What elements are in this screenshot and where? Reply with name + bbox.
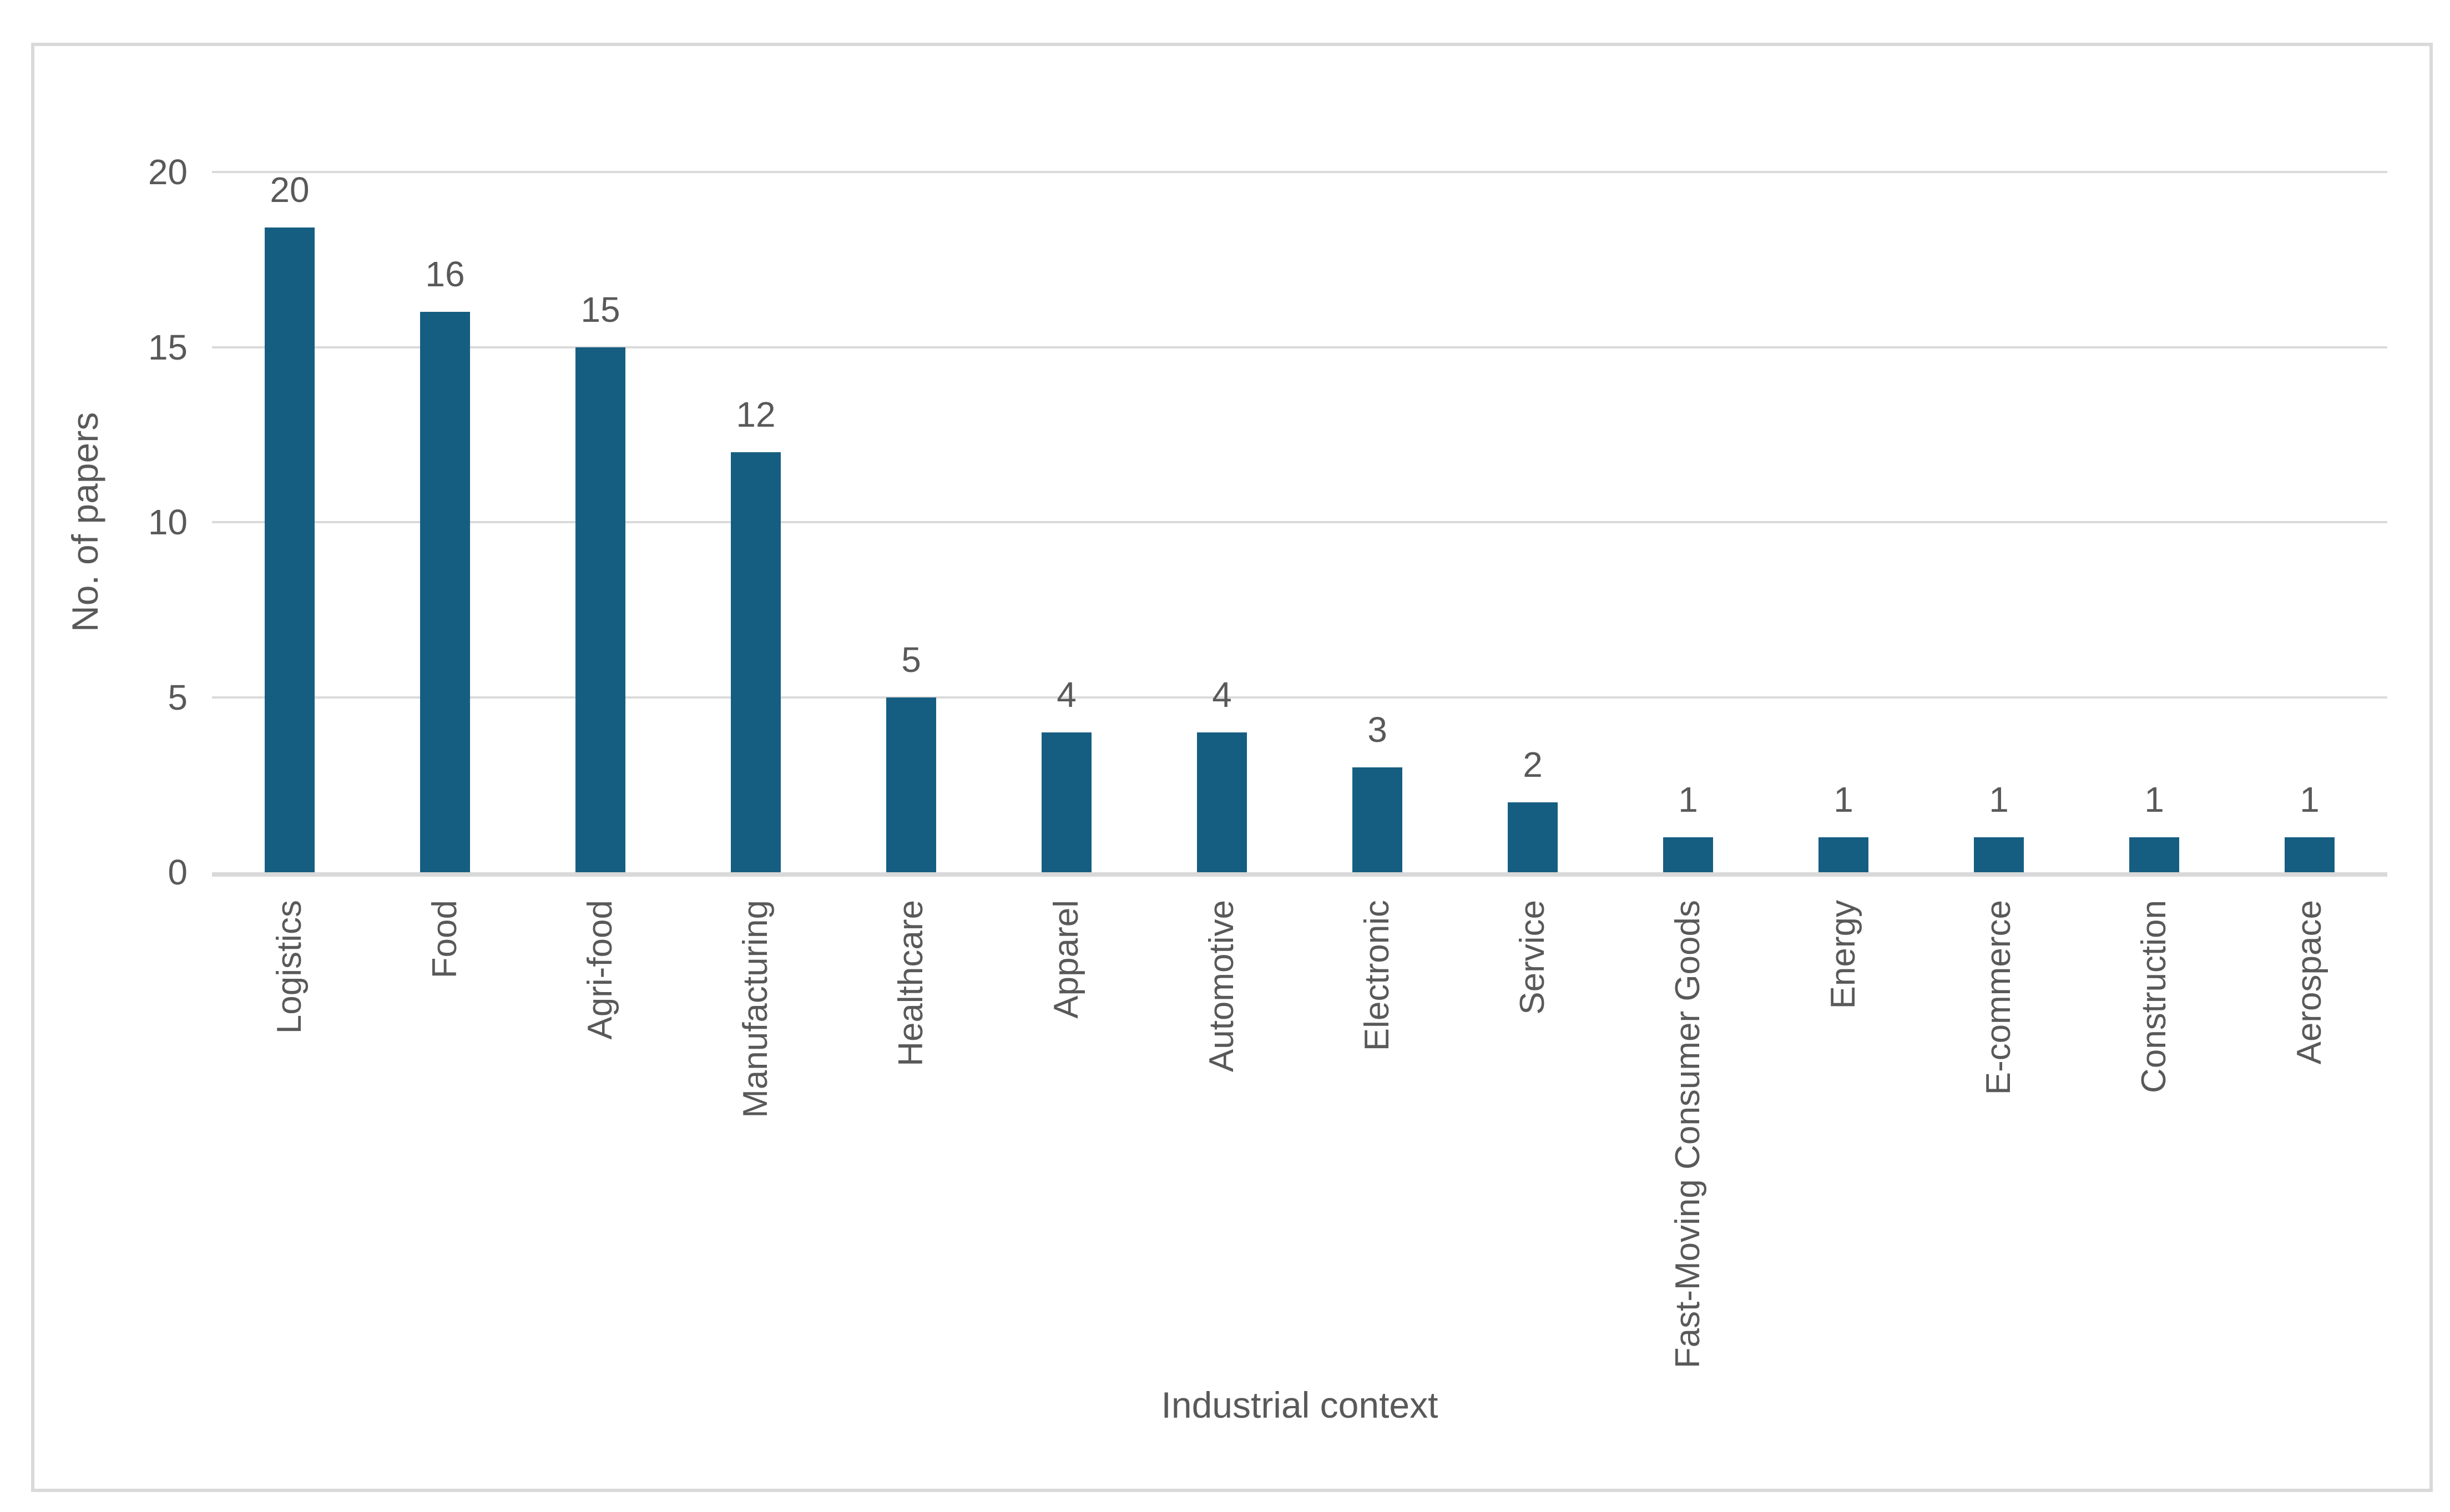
gridlines xyxy=(212,171,2387,872)
bar-group: 1 Energy xyxy=(1766,172,1921,1368)
bar-group: 5 Healthcare xyxy=(833,172,989,1368)
bar-area: 1 xyxy=(2129,172,2179,872)
y-tick-label: 5 xyxy=(168,677,188,717)
bar xyxy=(1042,732,1092,872)
bar xyxy=(1197,732,1247,872)
bar-area: 1 xyxy=(1818,172,1868,872)
bar-group: 1 Construction xyxy=(2077,172,2232,1368)
bar-value-label: 1 xyxy=(1833,779,1853,820)
category-label: Electronic xyxy=(1358,900,1396,1051)
gridline xyxy=(212,696,2387,699)
y-tick-label: 20 xyxy=(148,152,188,192)
bar-value-label: 12 xyxy=(736,394,776,434)
bar-value-label: 15 xyxy=(580,289,620,330)
bar-group: 12 Manufacturing xyxy=(678,172,833,1368)
bar-area: 12 xyxy=(731,172,781,872)
chart-border xyxy=(31,43,2433,1492)
x-axis-title: Industrial context xyxy=(1161,1384,1438,1425)
bar xyxy=(731,452,781,872)
category-label: Manufacturing xyxy=(736,900,775,1118)
category-label: Energy xyxy=(1824,900,1862,1009)
bar-group: 20 Logistics xyxy=(212,172,367,1368)
bar-value-label: 1 xyxy=(2144,779,2164,820)
bar-area: 16 xyxy=(420,172,470,872)
y-axis-tick-labels: 0 5 10 15 20 xyxy=(50,154,188,890)
gridline xyxy=(212,171,2387,173)
bar xyxy=(420,312,470,872)
category-label: E-commerce xyxy=(1979,900,2018,1095)
bar-area: 1 xyxy=(1974,172,2024,872)
bar-area: 1 xyxy=(1663,172,1713,872)
bar-value-label: 20 xyxy=(270,170,310,210)
category-label: Service xyxy=(1513,900,1552,1015)
bar-value-label: 5 xyxy=(901,639,921,680)
bar-group: 4 Apparel xyxy=(989,172,1144,1368)
bar-area: 1 xyxy=(2285,172,2335,872)
bar-area: 4 xyxy=(1042,172,1092,872)
plot-area: 20 Logistics 16 Food 15 Agri-food 12 Manufactur… xyxy=(212,171,2387,1368)
bar-group: 16 Food xyxy=(367,172,523,1368)
bar-value-label: 1 xyxy=(1989,779,2009,820)
bar-value-label: 16 xyxy=(425,254,465,295)
bars-container: 20 Logistics 16 Food 15 Agri-food 12 Manufactur… xyxy=(212,172,2387,1368)
category-label: Fast-Moving Consumer Goods xyxy=(1669,900,1707,1369)
bar xyxy=(2285,837,2335,872)
gridline xyxy=(212,346,2387,348)
bar-value-label: 2 xyxy=(1523,744,1543,785)
category-label: Automotive xyxy=(1203,900,1241,1073)
category-label: Construction xyxy=(2135,900,2173,1094)
bar xyxy=(1508,802,1558,872)
bar-value-label: 4 xyxy=(1212,674,1232,715)
bar-group: 15 Agri-food xyxy=(523,172,678,1368)
bar xyxy=(1352,767,1402,872)
bar xyxy=(575,347,625,872)
bar-group: 3 Electronic xyxy=(1300,172,1455,1368)
category-label: Aerospace xyxy=(2290,900,2328,1065)
bar-area: 15 xyxy=(575,172,625,872)
bar-area: 2 xyxy=(1508,172,1558,872)
bar xyxy=(265,227,315,872)
bar-area: 20 xyxy=(265,172,315,872)
bar-group: 1 E-commerce xyxy=(1921,172,2077,1368)
bar-value-label: 1 xyxy=(1678,779,1698,820)
bar xyxy=(1974,837,2024,872)
bar-area: 5 xyxy=(886,172,936,872)
bar xyxy=(2129,837,2179,872)
bar-value-label: 3 xyxy=(1367,709,1387,750)
x-axis-line xyxy=(212,872,2387,877)
y-tick-label: 0 xyxy=(168,852,188,892)
bar-value-label: 1 xyxy=(2300,779,2320,820)
bar xyxy=(1663,837,1713,872)
bar xyxy=(1818,837,1868,872)
bar xyxy=(886,697,936,872)
category-label: Healthcare xyxy=(892,900,930,1066)
bar-group: 4 Automotive xyxy=(1144,172,1300,1368)
bar-group: 2 Service xyxy=(1455,172,1610,1368)
category-label: Food xyxy=(426,900,464,979)
y-tick-label: 10 xyxy=(148,502,188,542)
y-tick-label: 15 xyxy=(148,327,188,367)
bar-group: 1 Fast-Moving Consumer Goods xyxy=(1610,172,1766,1368)
bar-area: 4 xyxy=(1197,172,1247,872)
bar-area: 3 xyxy=(1352,172,1402,872)
category-label: Agri-food xyxy=(581,900,619,1040)
bar-value-label: 4 xyxy=(1057,674,1077,715)
category-label: Logistics xyxy=(270,900,309,1034)
gridline xyxy=(212,521,2387,523)
category-label: Apparel xyxy=(1047,900,1085,1019)
bar-group: 1 Aerospace xyxy=(2232,172,2387,1368)
